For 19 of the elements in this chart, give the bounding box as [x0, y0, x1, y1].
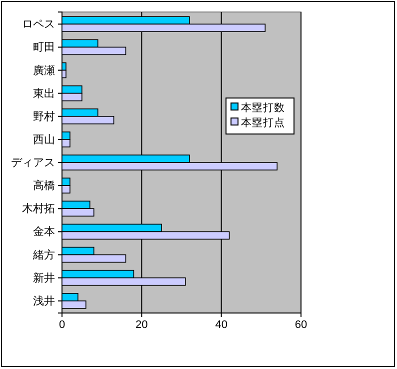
y-tick-label: 西山: [33, 132, 55, 146]
y-tick-label: 高橋: [33, 179, 55, 192]
y-tick-label: 町田: [33, 42, 55, 54]
y-tick-label: 木村拓: [22, 202, 55, 216]
y-tick-label: 新井: [33, 271, 55, 284]
y-tick-label: 緒方: [32, 248, 55, 262]
x-tick-label: 60: [294, 318, 308, 331]
x-tick-label: 40: [215, 318, 228, 331]
x-tick-label: 20: [136, 318, 148, 331]
x-tick-label: 0: [58, 318, 66, 331]
legend-label: 本塁打数: [241, 101, 285, 114]
y-tick-label: 浅井: [33, 294, 55, 308]
y-tick-label: 金本: [33, 225, 55, 238]
y-tick-label: 廣瀬: [33, 64, 55, 77]
y-tick-label: 東出: [33, 86, 55, 100]
y-tick-label: 野村: [33, 110, 55, 123]
legend-label: 本塁打点: [241, 116, 285, 129]
y-tick-label: ロペス: [22, 18, 55, 31]
y-tick-label: ディアス: [11, 157, 55, 170]
